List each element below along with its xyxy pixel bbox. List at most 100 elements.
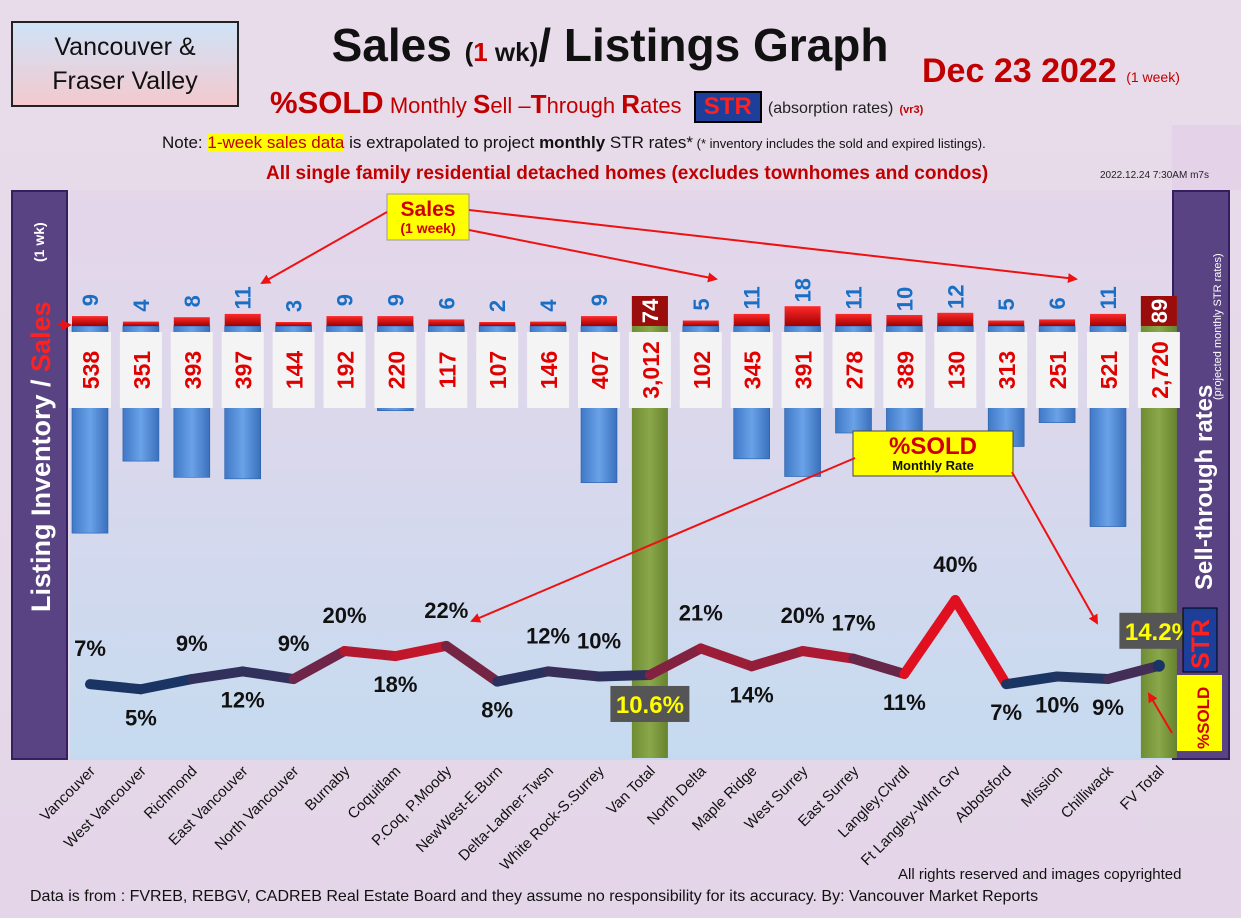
inventory-label: 107 [485,351,511,389]
right-axis-sub: (projected monthly STR rates) [1212,253,1224,400]
title-sales: Sales [331,19,465,71]
timestamp: 2022.12.24 7:30AM m7s [1100,170,1209,181]
inventory-label: 2,720 [1147,341,1173,399]
total-rate-box [610,685,690,722]
rate-label: 14% [730,682,774,707]
inventory-label-box [323,332,366,408]
right-str-badge: STR [1182,607,1218,673]
rate-line-segment [899,595,961,679]
sales-bar [835,313,872,326]
inventory-label: 538 [78,351,104,390]
date-note: (1 week) [1126,69,1180,85]
category-label: Burnaby [302,762,354,814]
sales-label: 2 [485,300,510,312]
sales-bar [1039,319,1076,326]
category-label: FV Total [1117,763,1168,814]
inventory-label-box [781,332,824,408]
inventory-label: 3,012 [638,341,664,399]
rate-label: 10% [1035,693,1079,718]
sales-bar [988,320,1025,326]
sales-bar [479,322,516,326]
sub-ates: ates [639,93,682,118]
sub-t: T [530,89,547,119]
sold-callout-sub: Monthly Rate [892,458,974,473]
rate-label: 8% [481,698,513,723]
sales-arrow-1 [260,211,388,284]
rate-label: 11% [883,690,926,715]
sales-label: 12 [943,285,968,309]
rate-line-segment [1001,671,1063,690]
inventory-label-box [578,332,620,408]
total-rate-label: 10.6% [616,692,684,719]
title-listings: / Listings Graph [538,19,889,71]
category-label: Delta-Ladner-Twsn [455,763,557,865]
inventory-label: 345 [740,351,766,390]
inventory-label-box [170,332,213,408]
category-label: Ft Langley-Wlnt Grv [858,762,965,869]
date-text: Dec 23 2022 [922,52,1117,90]
rate-label: 9% [278,631,310,656]
note-a: Note: [162,133,208,152]
right-axis-title: Sell-through rates [1191,385,1218,590]
right-sold-text: %SOLD [1194,687,1213,749]
sold-callout-title: %SOLD [889,433,977,460]
inventory-label-box [883,332,926,408]
sales-callout-title: Sales [401,198,456,221]
rate-line-segment [288,646,350,685]
sales-label: 11 [740,286,765,309]
right-header-patch [1172,125,1241,190]
sales-label: 9 [78,294,103,306]
note-e: STR rates* [605,133,694,152]
rate-label: 12% [221,687,265,712]
sales-bar [326,316,363,326]
rate-line-segment [950,595,1012,690]
str-badge: STR [693,91,762,124]
sales-bar [682,320,719,326]
sales-label: 3 [282,300,307,312]
inventory-label-box [272,332,315,408]
left-axis-panel [11,190,68,760]
total-rate-label: 14.2% [1125,619,1193,646]
sales-bar [173,317,210,326]
rate-line-segment [390,640,452,662]
inventory-label-box [730,332,773,408]
rate-line-segment [339,646,401,662]
sales-label: 4 [536,299,561,312]
inventory-label: 351 [129,351,155,390]
sales-label: 11 [842,286,867,309]
sales-bar [886,315,923,326]
right-axis-projected: (projected monthly STR rates) [1212,253,1224,400]
rate-line-segment [1052,671,1113,685]
title-wk: wk) [487,37,539,67]
region-box: Vancouver & Fraser Valley [11,21,239,107]
homes-subtitle: All single family residential detached h… [266,163,989,184]
total-sales-bar [1140,296,1177,326]
inventory-label-box [476,332,519,408]
sub-ell: ell – [490,93,531,118]
note-highlight: 1-week sales data [207,133,345,152]
inventory-label-box [985,332,1028,408]
title-paren: ( [464,37,474,67]
sales-label: 6 [1045,297,1070,309]
right-sold-badge: %SOLD [1177,675,1222,751]
sales-label: 11 [231,286,256,309]
rate-label: 20% [322,603,366,628]
rate-label: 17% [831,611,875,636]
rate-label: 5% [125,705,157,730]
rate-line-segment [797,646,859,664]
inventory-label: 521 [1096,351,1122,390]
svg-text:Listing Inventory / Sales: Listing Inventory / Sales [26,301,56,612]
rate-label: 9% [1092,695,1124,720]
inventory-label-box [628,332,671,408]
rate-label: 21% [679,600,723,625]
sales-label: 10 [892,287,917,311]
sales-bar [784,306,821,326]
sales-bar [428,319,465,326]
sales-bar [581,316,617,326]
inventory-label: 146 [536,351,562,389]
sales-callout: Sales (1 week) [260,193,1078,284]
sub-absorption: (absorption rates) [767,100,894,117]
rate-label: 12% [526,623,570,648]
sales-bar [733,313,770,326]
